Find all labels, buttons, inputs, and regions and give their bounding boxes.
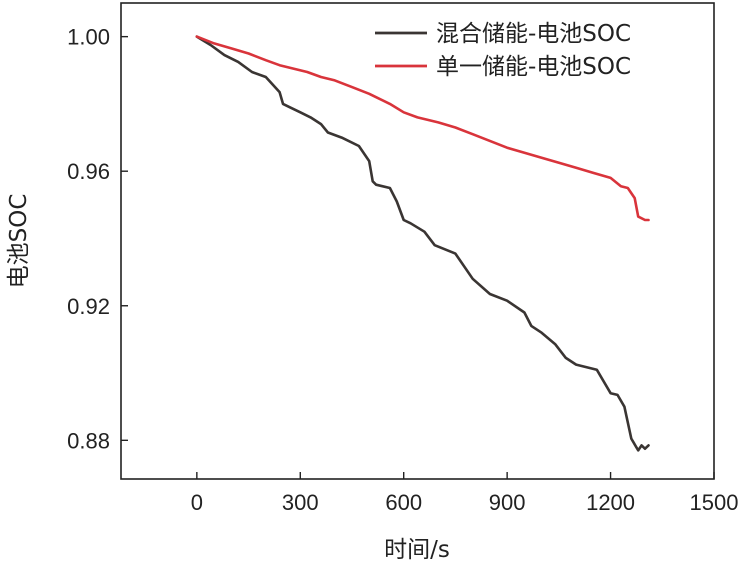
x-tick-label: 1200 xyxy=(586,490,635,515)
legend: 混合储能-电池SOC 单一储能-电池SOC xyxy=(375,21,631,80)
y-tick-label: 1.00 xyxy=(67,25,110,50)
y-tick-label: 0.96 xyxy=(67,159,110,184)
series-layer xyxy=(195,35,650,452)
x-tick-label: 1500 xyxy=(690,490,739,515)
series-line-1 xyxy=(195,35,650,452)
legend-label-2: 单一储能-电池SOC xyxy=(436,54,631,80)
legend-label-1: 混合储能-电池SOC xyxy=(436,21,631,47)
x-axis-title: 时间/s xyxy=(384,537,450,563)
y-tick-label: 0.92 xyxy=(67,294,110,319)
x-axis-ticks: 0 300 600 900 1200 1500 xyxy=(191,472,739,515)
plot-frame xyxy=(120,2,715,480)
x-tick-label: 900 xyxy=(489,490,526,515)
y-tick-label: 0.88 xyxy=(67,428,110,453)
x-tick-label: 300 xyxy=(282,490,319,515)
x-tick-label: 0 xyxy=(191,490,203,515)
series-line-2 xyxy=(195,35,650,222)
y-axis-title: 电池SOC xyxy=(6,194,32,289)
y-axis-ticks: 0.88 0.92 0.96 1.00 xyxy=(67,25,128,453)
x-tick-label: 600 xyxy=(385,490,422,515)
